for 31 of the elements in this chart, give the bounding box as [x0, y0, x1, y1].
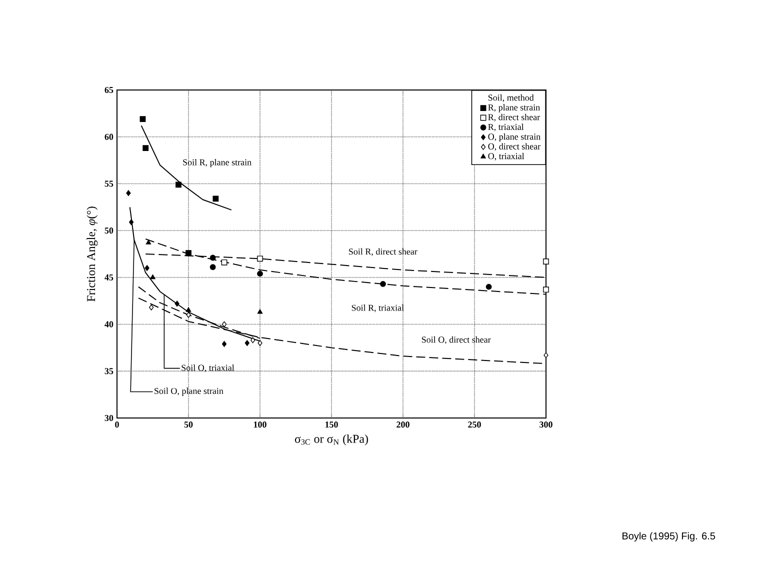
legend-label: R, direct shear	[488, 114, 540, 122]
annotation: Soil O, plane strain	[154, 388, 224, 396]
legend-label: R, triaxial	[488, 124, 524, 132]
y-tick-label: 40	[104, 321, 114, 328]
annotation: Soil O, direct shear	[422, 336, 491, 344]
y-tick-label: 30	[104, 414, 114, 422]
x-tick-label: 250	[468, 422, 481, 428]
y-tick-label: 50	[104, 228, 114, 234]
legend-label: R, plane strain	[488, 104, 540, 112]
legend-label: O, triaxial	[488, 152, 524, 160]
legend-label: O, plane strain	[488, 133, 540, 142]
y-tick-label: 35	[104, 368, 114, 374]
y-tick-label: 60	[104, 134, 114, 140]
annotation: Soil R, plane strain	[183, 159, 252, 168]
x-axis-title: σ$_{3C}$ or σ$_{N}$ (kPa)	[294, 434, 368, 446]
x-tick-label: 200	[396, 422, 410, 428]
annotation: Soil R, direct shear	[349, 248, 418, 256]
legend-label: O, direct shear	[488, 143, 541, 151]
y-axis-title: Friction Angle, φ(°)	[86, 206, 98, 302]
y-tick-label: 55	[104, 180, 114, 187]
y-tick-label: 65	[104, 86, 114, 94]
x-tick-label: 150	[325, 422, 338, 428]
x-tick-label: 0	[115, 422, 119, 428]
x-tick-label: 100	[254, 422, 266, 428]
y-tick-label: 45	[104, 274, 114, 280]
x-tick-label: 50	[184, 422, 193, 428]
annotation: Soil R, triaxial	[352, 304, 404, 312]
legend-title: Soil, method	[488, 94, 534, 102]
text: Boyle (1995) Fig. 6.5	[622, 532, 716, 542]
annotation: Soil O, triaxial	[182, 364, 234, 372]
x-tick-label: 300	[540, 422, 552, 428]
